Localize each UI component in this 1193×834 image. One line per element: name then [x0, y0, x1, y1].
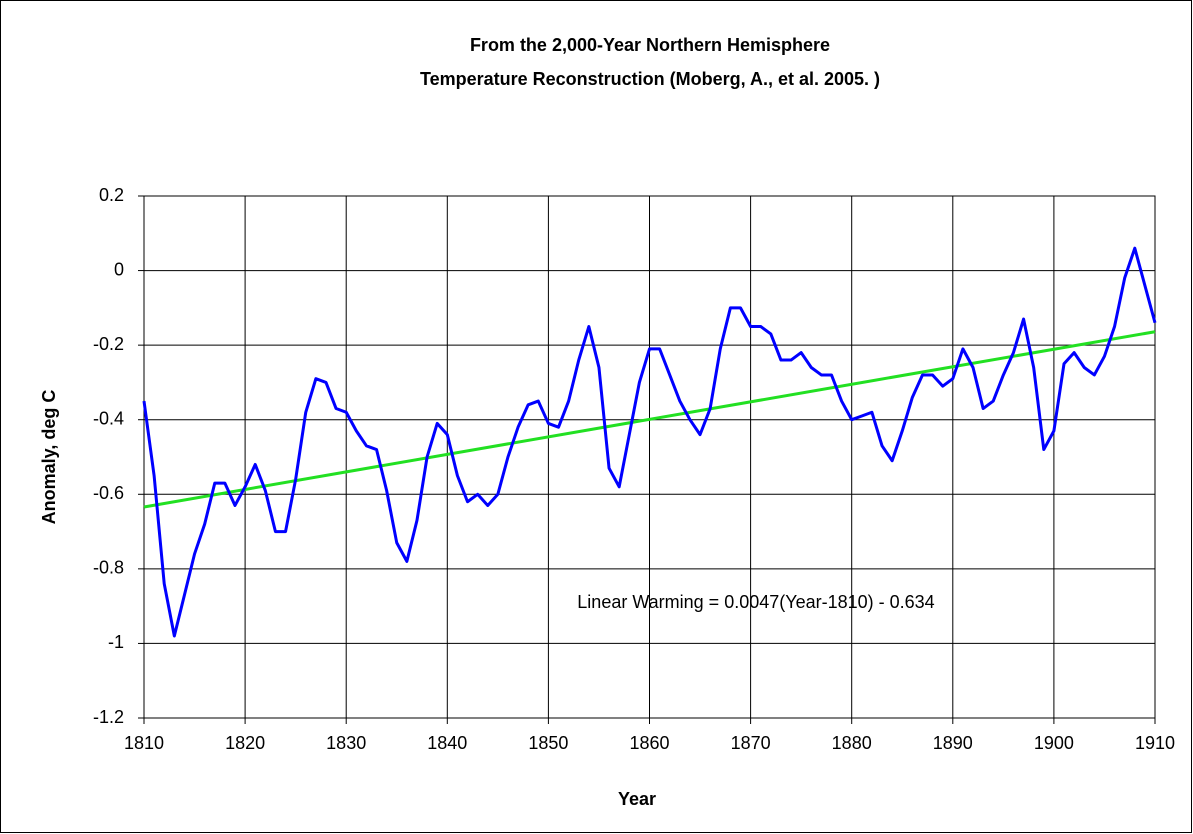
x-tick-label: 1900 — [1034, 733, 1074, 753]
series-line — [143, 330, 1156, 509]
x-tick-label: 1830 — [326, 733, 366, 753]
series-line — [142, 246, 1157, 638]
x-tick-label: 1860 — [629, 733, 669, 753]
y-tick-label: 0.2 — [99, 185, 124, 205]
y-axis-label: Anomaly, deg C — [39, 390, 59, 525]
y-tick-label: -0.6 — [93, 483, 124, 503]
x-tick-label: 1810 — [124, 733, 164, 753]
x-tick-label: 1840 — [427, 733, 467, 753]
x-tick-label: 1870 — [731, 733, 771, 753]
plot-area — [143, 195, 1156, 719]
y-tick-label: -1.2 — [93, 707, 124, 727]
chart-title: Temperature Reconstruction (Moberg, A., … — [420, 69, 880, 89]
x-tick-label: 1820 — [225, 733, 265, 753]
y-tick-label: -0.4 — [93, 408, 124, 428]
y-tick-label: -0.8 — [93, 558, 124, 578]
x-tick-label: 1880 — [832, 733, 872, 753]
y-tick-label: -0.2 — [93, 334, 124, 354]
x-tick-label: 1890 — [933, 733, 973, 753]
x-axis-label: Year — [618, 789, 656, 809]
annotation: Linear Warming = 0.0047(Year-1810) - 0.6… — [577, 592, 934, 612]
x-tick-label: 1910 — [1135, 733, 1175, 753]
y-tick-label: 0 — [114, 259, 124, 279]
y-tick-label: -1 — [108, 632, 124, 652]
x-tick-label: 1850 — [528, 733, 568, 753]
chart-title: From the 2,000-Year Northern Hemisphere — [470, 35, 830, 55]
